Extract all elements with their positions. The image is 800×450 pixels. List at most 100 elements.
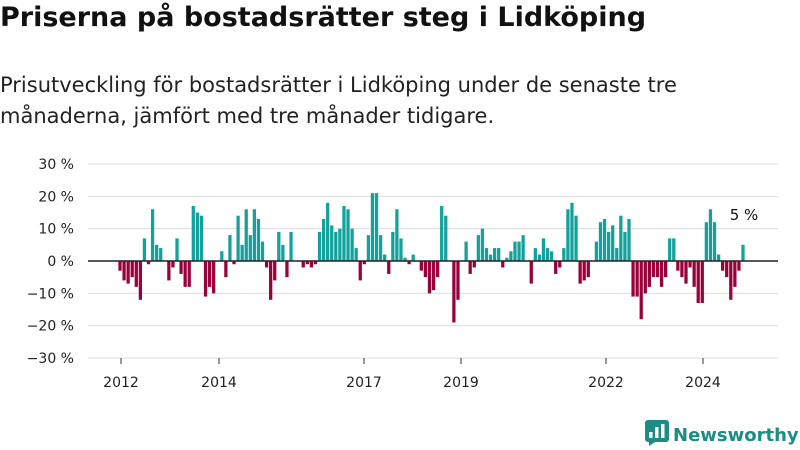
bar [484,248,489,261]
x-tick-label: 2014 [201,375,237,391]
bar [668,238,672,261]
bar [285,261,289,278]
bar [647,261,651,287]
bar [342,206,346,261]
x-tick-label: 2012 [103,375,139,391]
bar [281,244,285,261]
bar [252,209,256,261]
bar [659,261,664,287]
bar [501,261,505,268]
bar [203,261,208,297]
bar [541,238,546,261]
bar [444,215,448,261]
bar [167,261,171,281]
bar [586,261,590,278]
chart-title: Priserna på bostadsrätter steg i Lidköpi… [0,2,647,33]
bar [419,261,423,271]
bar [330,225,334,261]
bar [175,238,179,261]
bar [578,261,582,284]
bar [517,241,521,261]
bar [142,238,147,261]
bar [488,254,493,261]
bar [615,248,619,261]
bar [273,261,277,281]
bar [741,244,745,261]
bar [383,254,387,261]
bar [607,231,611,261]
x-tick-label: 2022 [588,375,624,391]
bar [643,261,647,294]
bar [228,235,232,261]
bar [468,261,472,274]
bar [423,261,428,278]
bar [187,261,191,287]
bar [407,261,411,265]
y-tick-label: 10 % [38,222,74,238]
bar [598,222,603,261]
bar [566,209,570,261]
bar [721,261,725,271]
bar [684,261,688,284]
bar [672,238,676,261]
x-tick-label: 2024 [685,375,721,391]
bar-chart: −30 % −20 % −10 % 0 % 10 % 20 % 30 % 2012 2014 20… [27,157,778,391]
bar [696,261,700,304]
bar [619,215,623,261]
bar [733,261,737,287]
bar [362,261,366,265]
bar [366,235,371,261]
bar [370,193,375,261]
bar [150,209,155,261]
bar [623,231,627,261]
bar [309,261,314,268]
bar [134,261,138,287]
bar [179,261,183,274]
bar [480,228,485,261]
bar [212,261,216,294]
bar [582,261,586,281]
bar [529,261,533,284]
bar [700,261,704,304]
last-value-annotation: 5 % [730,206,759,224]
bar [244,209,248,261]
bar [334,231,338,261]
bar [199,215,204,261]
y-tick-label: −30 % [27,351,74,367]
bar [558,261,562,268]
bar [664,261,668,278]
bar [264,261,269,268]
bar [317,231,322,261]
y-tick-label: −10 % [27,286,74,302]
bar [492,248,497,261]
bar [269,261,273,300]
bar [256,218,261,261]
bar [395,209,399,261]
bar [346,209,350,261]
bar [627,218,631,261]
chart-subtitle: Prisutveckling för bostadsrätter i Lidkö… [0,73,677,128]
bar [301,261,305,268]
bar [130,261,134,278]
newsworthy-chart-icon [645,420,669,450]
bar [549,251,554,261]
bar [248,235,252,261]
bar [655,261,660,278]
bar [639,261,643,320]
bar [326,202,330,261]
y-tick-label: −20 % [27,319,74,335]
bar [533,248,537,261]
bar [505,257,509,261]
bar [737,261,741,271]
bar [435,261,440,278]
bar [313,261,318,265]
bar [155,244,159,261]
bar [431,261,436,291]
bar [260,241,265,261]
bar [207,261,212,287]
brand-name: Newsworthy [673,424,799,446]
bar [236,215,240,261]
bar [611,225,615,261]
x-tick-label: 2017 [346,375,382,391]
bar [191,206,195,261]
